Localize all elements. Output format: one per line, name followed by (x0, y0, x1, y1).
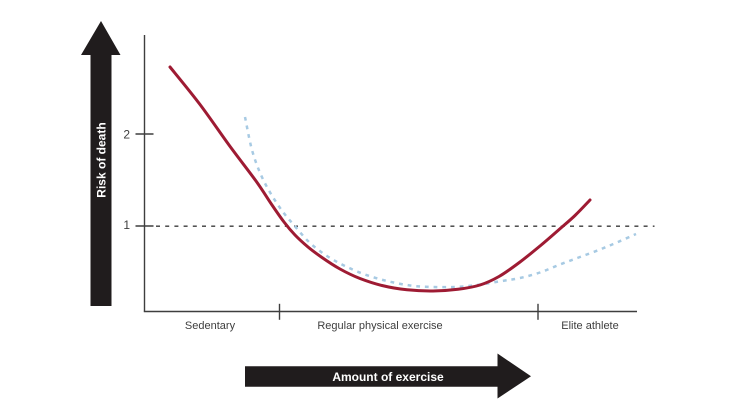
svg-text:2: 2 (123, 127, 130, 141)
svg-text:Amount of exercise: Amount of exercise (332, 370, 444, 384)
svg-text:Regular physical exercise: Regular physical exercise (317, 320, 442, 332)
svg-text:Sedentary: Sedentary (185, 320, 236, 332)
svg-text:Elite athlete: Elite athlete (561, 320, 618, 332)
svg-text:Risk of death: Risk of death (94, 122, 108, 197)
svg-text:1: 1 (123, 218, 130, 232)
